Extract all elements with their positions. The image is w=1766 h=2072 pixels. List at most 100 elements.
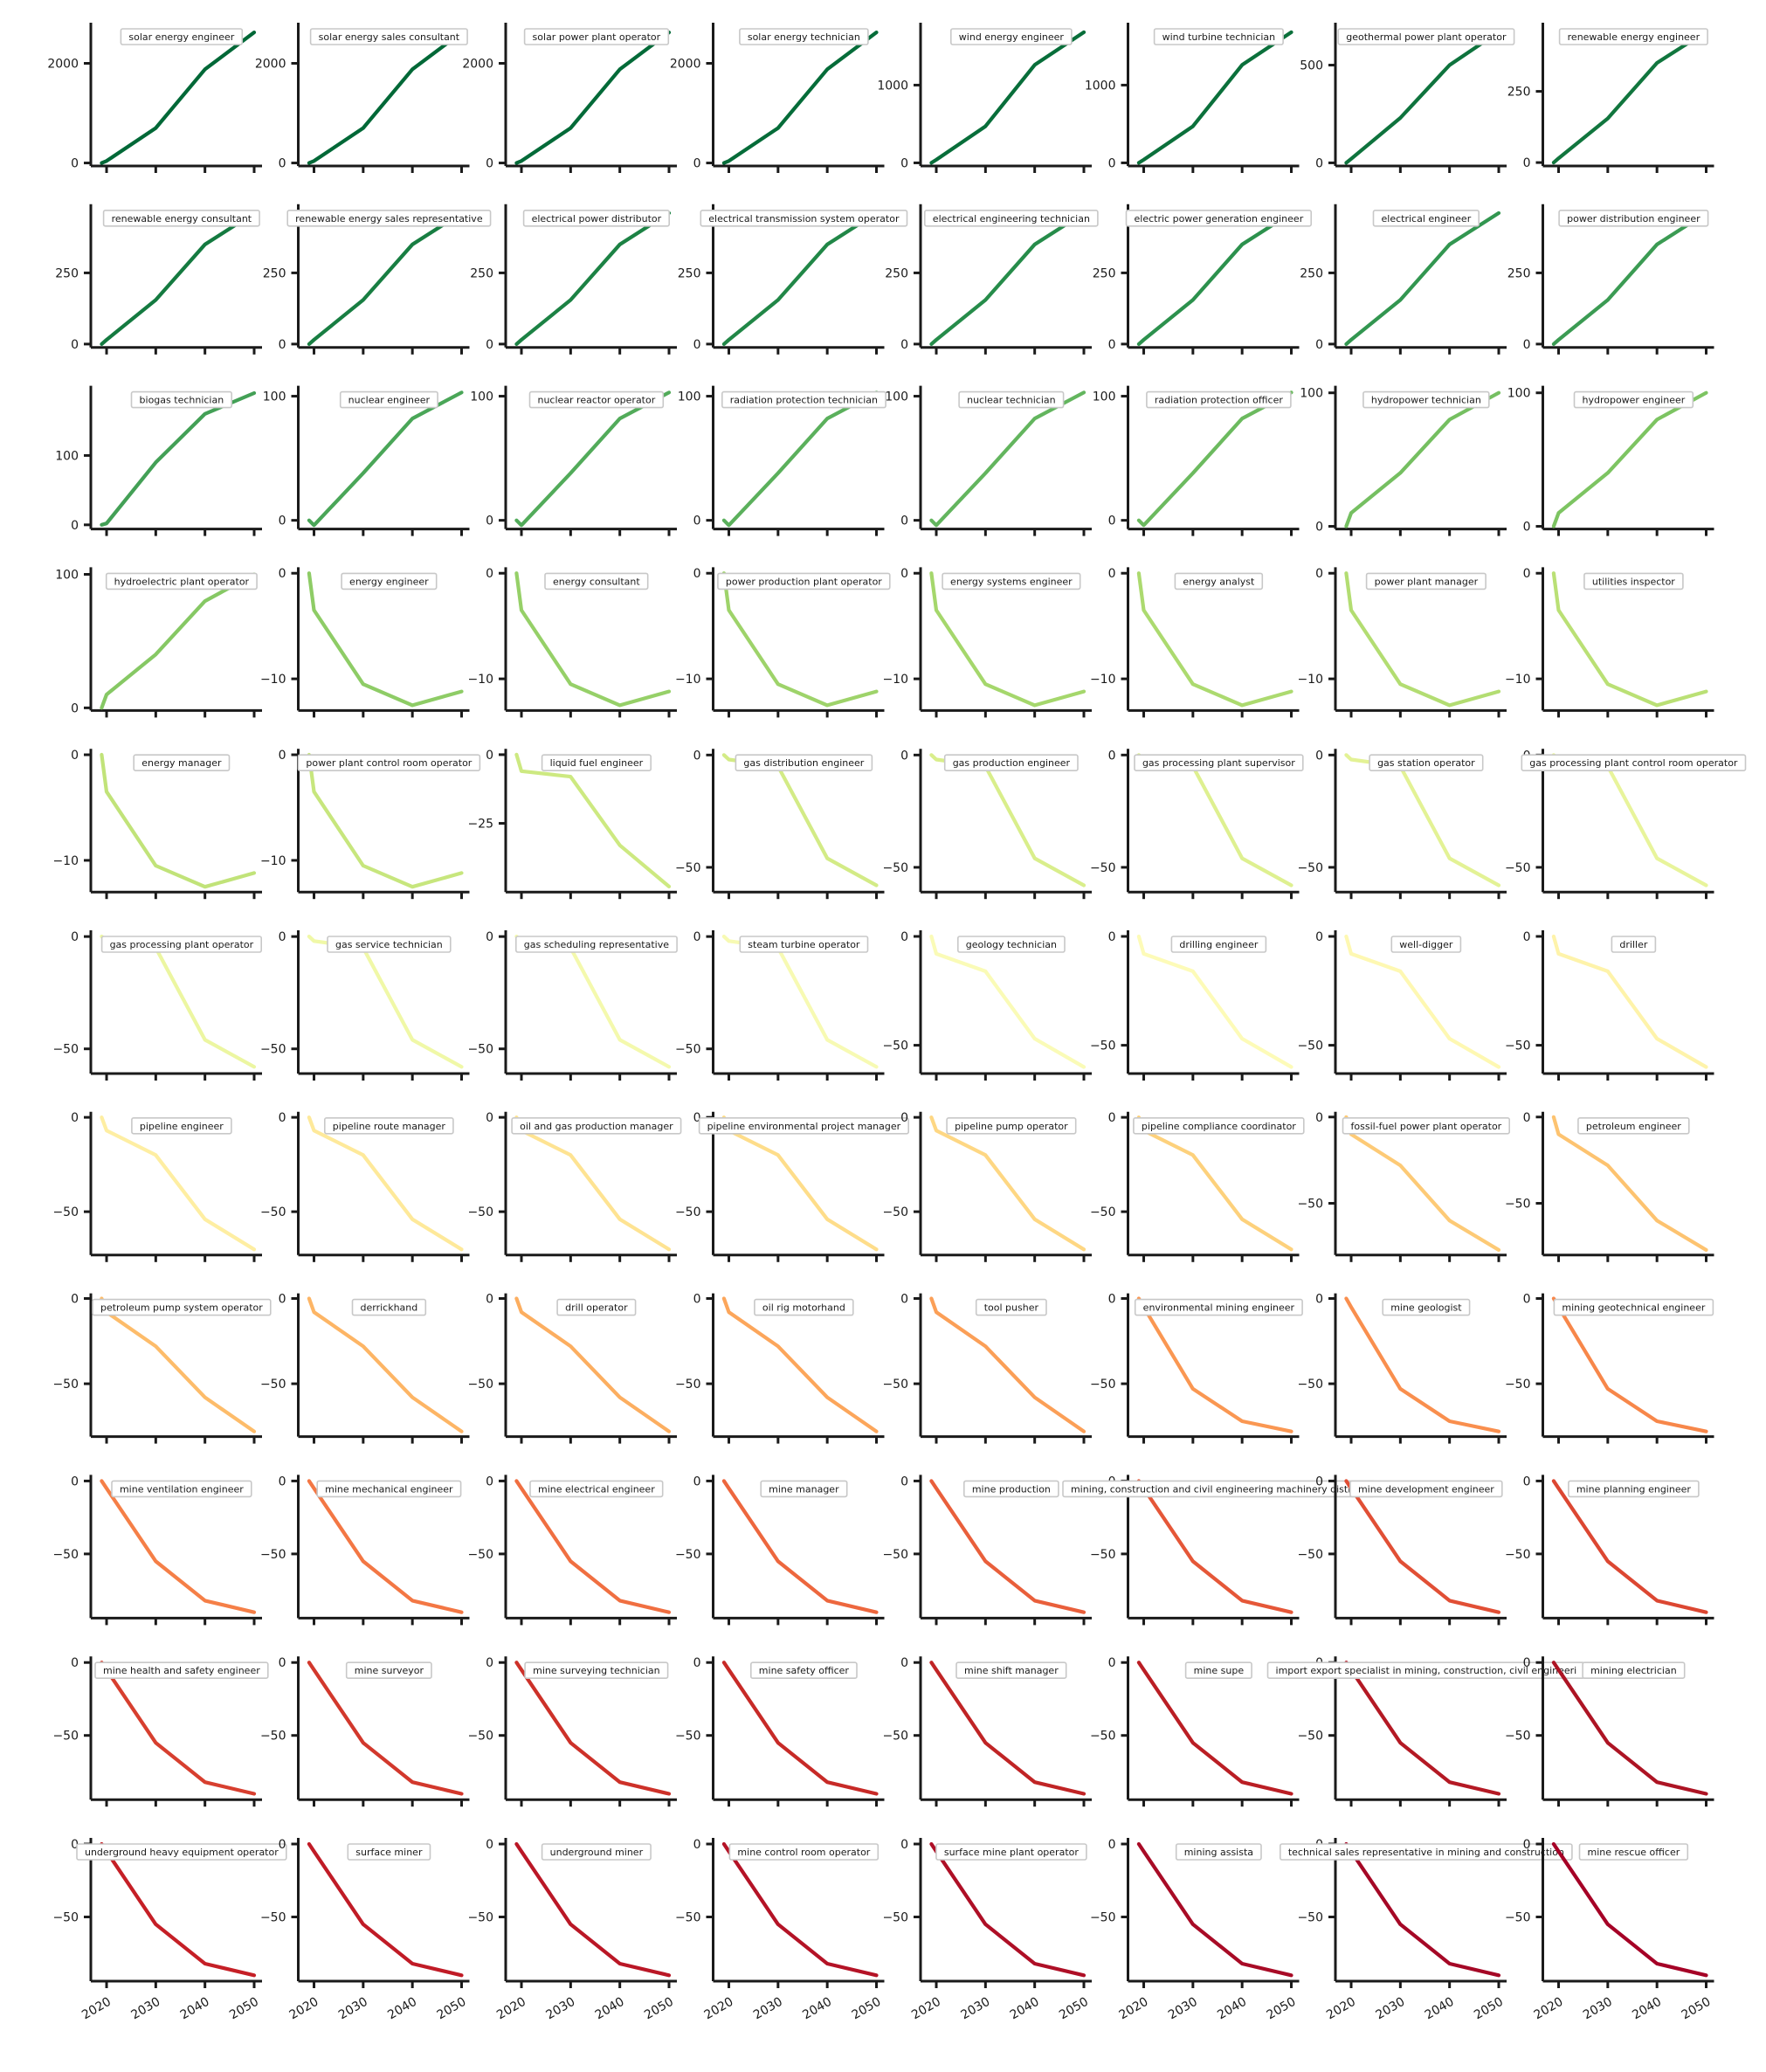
panel: 0 −50 mining geotechnical engineer	[1505, 1293, 1714, 1444]
x-tick-label: 2020	[1117, 1995, 1151, 2023]
series-line	[1551, 1115, 1708, 1253]
legend-label: mine planning engineer	[1576, 1483, 1692, 1495]
legend-label: tool pusher	[984, 1302, 1039, 1314]
y-tick-label: −50	[467, 1911, 493, 1925]
series-line	[514, 1296, 672, 1433]
legend-box	[749, 1661, 858, 1679]
series-line	[721, 211, 879, 346]
series-line	[1551, 934, 1708, 1069]
series-line	[1344, 934, 1501, 1069]
legend-label: renewable energy engineer	[1568, 31, 1700, 43]
y-tick-label: 0	[1315, 156, 1323, 170]
series-line	[307, 1479, 464, 1614]
panel: 0 −50 import export specialist in mining, …	[1266, 1656, 1586, 1807]
y-tick-label: 0	[71, 519, 79, 533]
series-line	[100, 1296, 257, 1433]
legend-label: petroleum pump system operator	[100, 1302, 263, 1314]
panel: 0 −50 gas distribution engineer	[675, 749, 885, 900]
series-line	[514, 934, 672, 1069]
legend-label: hydropower technician	[1371, 395, 1481, 406]
panel: 0 100 radiation protection technician	[678, 385, 886, 536]
x-tick-label: 2050	[1057, 1995, 1091, 2023]
panel: 0 −50 2020 2030 2040 2050 mining assista	[1090, 1838, 1300, 2022]
y-tick-label: 0	[900, 1293, 908, 1307]
y-tick-label: −50	[52, 1205, 79, 1219]
y-tick-label: 0	[1315, 338, 1323, 352]
series-line	[514, 30, 672, 165]
panel: 0 100 hydropower technician	[1300, 385, 1507, 536]
y-tick-label: 250	[678, 266, 701, 280]
legend-label: pipeline engineer	[140, 1121, 224, 1132]
legend-box	[1521, 754, 1747, 772]
y-tick-label: 0	[279, 749, 286, 763]
series-line	[1344, 211, 1501, 346]
series-line	[1136, 390, 1293, 528]
y-tick-label: −50	[882, 861, 908, 875]
series-line	[1344, 1115, 1501, 1253]
panel: 0 −50 gas scheduling representative	[467, 930, 678, 1081]
x-tick-label: 2020	[494, 1995, 528, 2023]
legend-label: renewable energy sales representative	[295, 213, 483, 224]
y-tick-label: −50	[1505, 1911, 1531, 1925]
y-tick-label: −50	[52, 1043, 79, 1057]
series-line	[514, 1479, 672, 1614]
y-tick-label: 0	[1315, 521, 1323, 535]
y-tick-label: 0	[693, 567, 701, 581]
y-tick-label: 500	[1300, 59, 1323, 73]
panel: 0 −50 gas service technician	[260, 930, 470, 1081]
y-tick-label: 0	[1523, 1475, 1531, 1488]
legend-box	[1337, 28, 1515, 45]
series-line	[929, 1661, 1087, 1796]
series-line	[100, 752, 257, 889]
y-tick-label: 250	[263, 266, 286, 280]
series-line	[1551, 29, 1708, 165]
legend-box	[1133, 1117, 1305, 1135]
legend-box	[286, 210, 492, 227]
y-tick-label: 0	[1108, 1656, 1116, 1670]
legend-label: mining geotechnical engineer	[1562, 1302, 1705, 1314]
y-tick-label: −10	[1505, 673, 1531, 687]
panel: 0 −50 mine ventilation engineer	[52, 1475, 262, 1626]
legend-label: drill operator	[565, 1302, 628, 1314]
legend-box	[556, 1298, 637, 1316]
series-line	[929, 934, 1087, 1069]
legend-label: mine control room operator	[737, 1847, 870, 1858]
legend-label: geology technician	[966, 939, 1057, 950]
y-tick-label: 0	[693, 338, 701, 352]
y-tick-label: −50	[260, 1043, 286, 1057]
legend-box	[1558, 28, 1708, 45]
legend-box	[523, 28, 670, 45]
legend-label: mining, construction and civil engineeri…	[1071, 1483, 1367, 1495]
x-tick-label: 2020	[287, 1995, 321, 2023]
legend-box	[1578, 1843, 1689, 1861]
x-tick-label: 2040	[385, 1995, 419, 2023]
series-line	[100, 1841, 257, 1978]
y-tick-label: 0	[693, 1656, 701, 1670]
panel: 0 −50 mine geologist	[1297, 1293, 1507, 1444]
panel: 0 −50 mine manager	[675, 1475, 885, 1626]
legend-box	[739, 936, 869, 953]
legend-box	[728, 1843, 880, 1861]
panel: 0 −50 mine surveying technician	[467, 1656, 677, 1807]
series-line	[721, 571, 879, 708]
series-line	[721, 753, 879, 888]
panel: 0 −25 liquid fuel engineer	[467, 749, 677, 900]
y-tick-label: 0	[71, 701, 79, 715]
panel: 0 −50 2020 2030 2040 2050 underground miner	[467, 1838, 677, 2022]
y-tick-label: 250	[1300, 266, 1323, 280]
legend-label: gas production engineer	[953, 757, 1071, 769]
panel: 0 2000 solar energy engineer	[47, 23, 262, 173]
panel: 0 −10 energy consultant	[467, 567, 677, 718]
y-tick-label: 0	[693, 515, 701, 528]
legend-label: mine supe	[1194, 1665, 1245, 1676]
legend-label: derrickhand	[361, 1302, 418, 1314]
series-line	[929, 753, 1087, 888]
legend-box	[514, 936, 678, 953]
legend-label: energy analyst	[1183, 576, 1255, 587]
legend-box	[975, 1298, 1047, 1316]
y-tick-label: 0	[1523, 1293, 1531, 1307]
series-line	[100, 1115, 257, 1252]
legend-box	[739, 28, 869, 45]
y-tick-label: 0	[900, 338, 908, 352]
legend-box	[950, 28, 1073, 45]
